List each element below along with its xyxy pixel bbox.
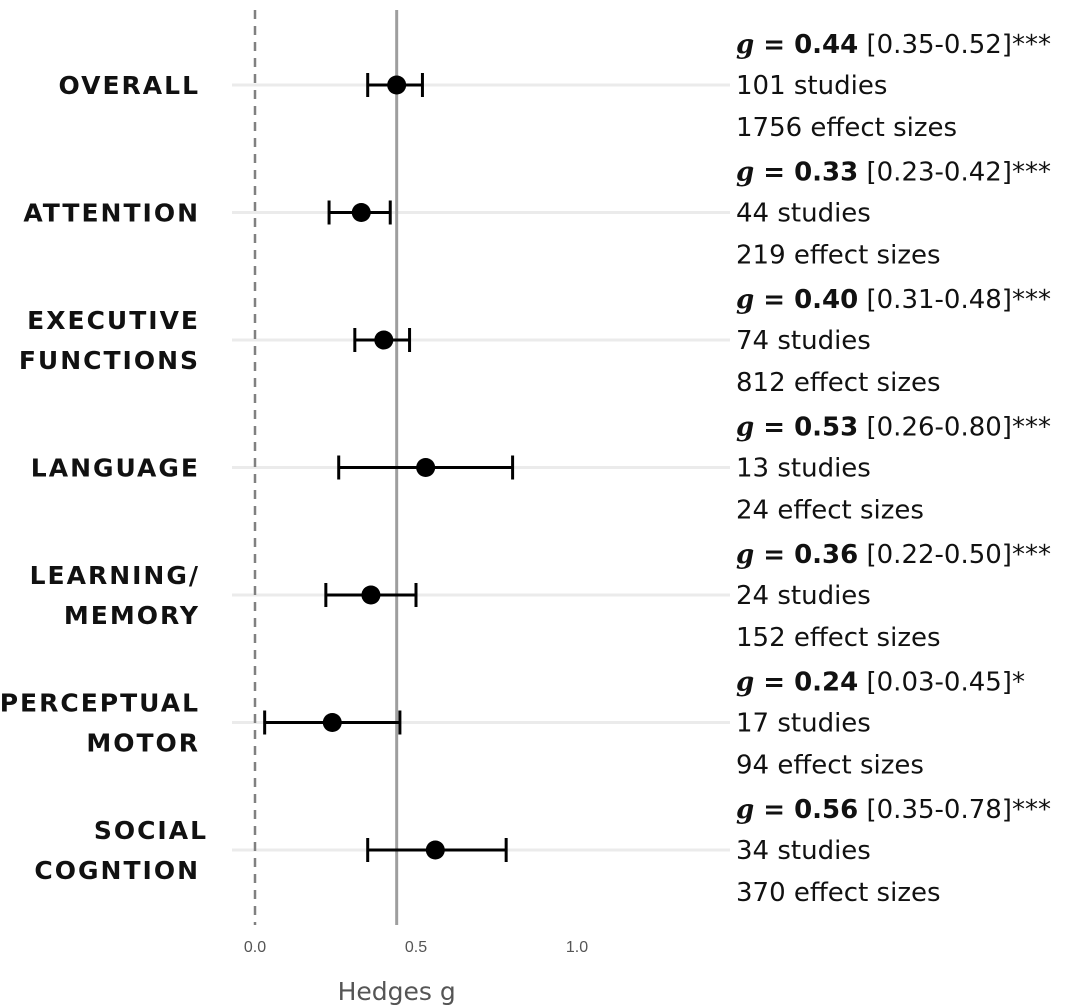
category-label: MEMORY <box>64 601 200 630</box>
x-axis: Hedges g 0.0 0.5 1.0 <box>244 939 588 1006</box>
effect-summary: g = 0.24 [0.03-0.45]* <box>736 668 1025 698</box>
effect-point <box>351 203 371 222</box>
effect-summary: g = 0.53 [0.26-0.80]*** <box>736 413 1051 443</box>
g-value: = 0.24 <box>754 668 858 698</box>
effect-sizes-count: 94 effect sizes <box>736 751 924 781</box>
x-tick-label: 1.0 <box>566 939 588 956</box>
effect-summary: g = 0.44 [0.35-0.52]*** <box>736 30 1051 60</box>
x-tick-label: 0.0 <box>244 939 266 956</box>
ci-text: [0.22-0.50]*** <box>858 540 1051 570</box>
effect-point <box>416 458 436 477</box>
category-label: OVERALL <box>59 71 200 100</box>
g-value: = 0.36 <box>754 540 858 570</box>
category-label: SOCIAL <box>94 816 208 845</box>
g-value: = 0.40 <box>754 285 858 315</box>
effect-summary: g = 0.36 [0.22-0.50]*** <box>736 540 1051 570</box>
studies-count: 34 studies <box>736 836 871 866</box>
effect-summary: g = 0.40 [0.31-0.48]*** <box>736 285 1051 315</box>
category-label: ATTENTION <box>23 199 200 228</box>
effect-sizes-count: 370 effect sizes <box>736 878 941 908</box>
ci-text: [0.35-0.52]*** <box>858 30 1051 60</box>
g-value: = 0.44 <box>754 30 858 60</box>
effect-sizes-count: 152 effect sizes <box>736 623 941 653</box>
effect-sizes-count: 812 effect sizes <box>736 368 941 398</box>
ci-text: [0.31-0.48]*** <box>858 285 1051 315</box>
annotations: g = 0.44 [0.35-0.52]*** 101 studies 1756 e… <box>736 30 1051 908</box>
category-label: FUNCTIONS <box>19 346 200 375</box>
effect-marks <box>263 73 515 862</box>
category-label: MOTOR <box>86 729 200 758</box>
g-value: = 0.53 <box>754 413 858 443</box>
effect-point <box>361 585 381 605</box>
category-label: LEARNING/ <box>30 561 200 590</box>
studies-count: 44 studies <box>736 199 871 229</box>
effect-summary: g = 0.33 [0.23-0.42]*** <box>736 158 1051 188</box>
ci-text: [0.26-0.80]*** <box>858 413 1051 443</box>
ci-text: [0.23-0.42]*** <box>858 158 1051 188</box>
g-symbol: g <box>736 413 754 443</box>
g-value: = 0.33 <box>754 158 858 188</box>
studies-count: 24 studies <box>736 581 871 611</box>
studies-count: 17 studies <box>736 709 871 739</box>
g-symbol: g <box>736 285 754 315</box>
effect-point <box>374 330 394 350</box>
g-symbol: g <box>736 158 754 188</box>
effect-summary: g = 0.56 [0.35-0.78]*** <box>736 795 1051 825</box>
category-label: COGNTION <box>34 856 200 885</box>
effect-point <box>322 713 342 732</box>
x-axis-title: Hedges g <box>338 977 456 1006</box>
effect-point <box>387 75 407 95</box>
ci-text: [0.35-0.78]*** <box>858 795 1051 825</box>
category-labels: OVERALL ATTENTION EXECUTIVE FUNCTIONS LANGUA… <box>0 71 208 885</box>
g-symbol: g <box>736 668 754 698</box>
effect-sizes-count: 1756 effect sizes <box>736 113 957 143</box>
category-label: EXECUTIVE <box>27 306 200 335</box>
ci-text: [0.03-0.45]* <box>858 668 1025 698</box>
effect-sizes-count: 219 effect sizes <box>736 241 941 271</box>
g-symbol: g <box>736 30 754 60</box>
studies-count: 101 studies <box>736 71 887 101</box>
g-symbol: g <box>736 540 754 570</box>
x-tick-label: 0.5 <box>405 939 427 956</box>
studies-count: 74 studies <box>736 326 871 356</box>
category-label: PERCEPTUAL <box>0 689 200 718</box>
g-value: = 0.56 <box>754 795 858 825</box>
studies-count: 13 studies <box>736 454 871 484</box>
effect-sizes-count: 24 effect sizes <box>736 496 924 526</box>
g-symbol: g <box>736 795 754 825</box>
category-label: LANGUAGE <box>31 454 200 483</box>
effect-point <box>425 840 445 860</box>
